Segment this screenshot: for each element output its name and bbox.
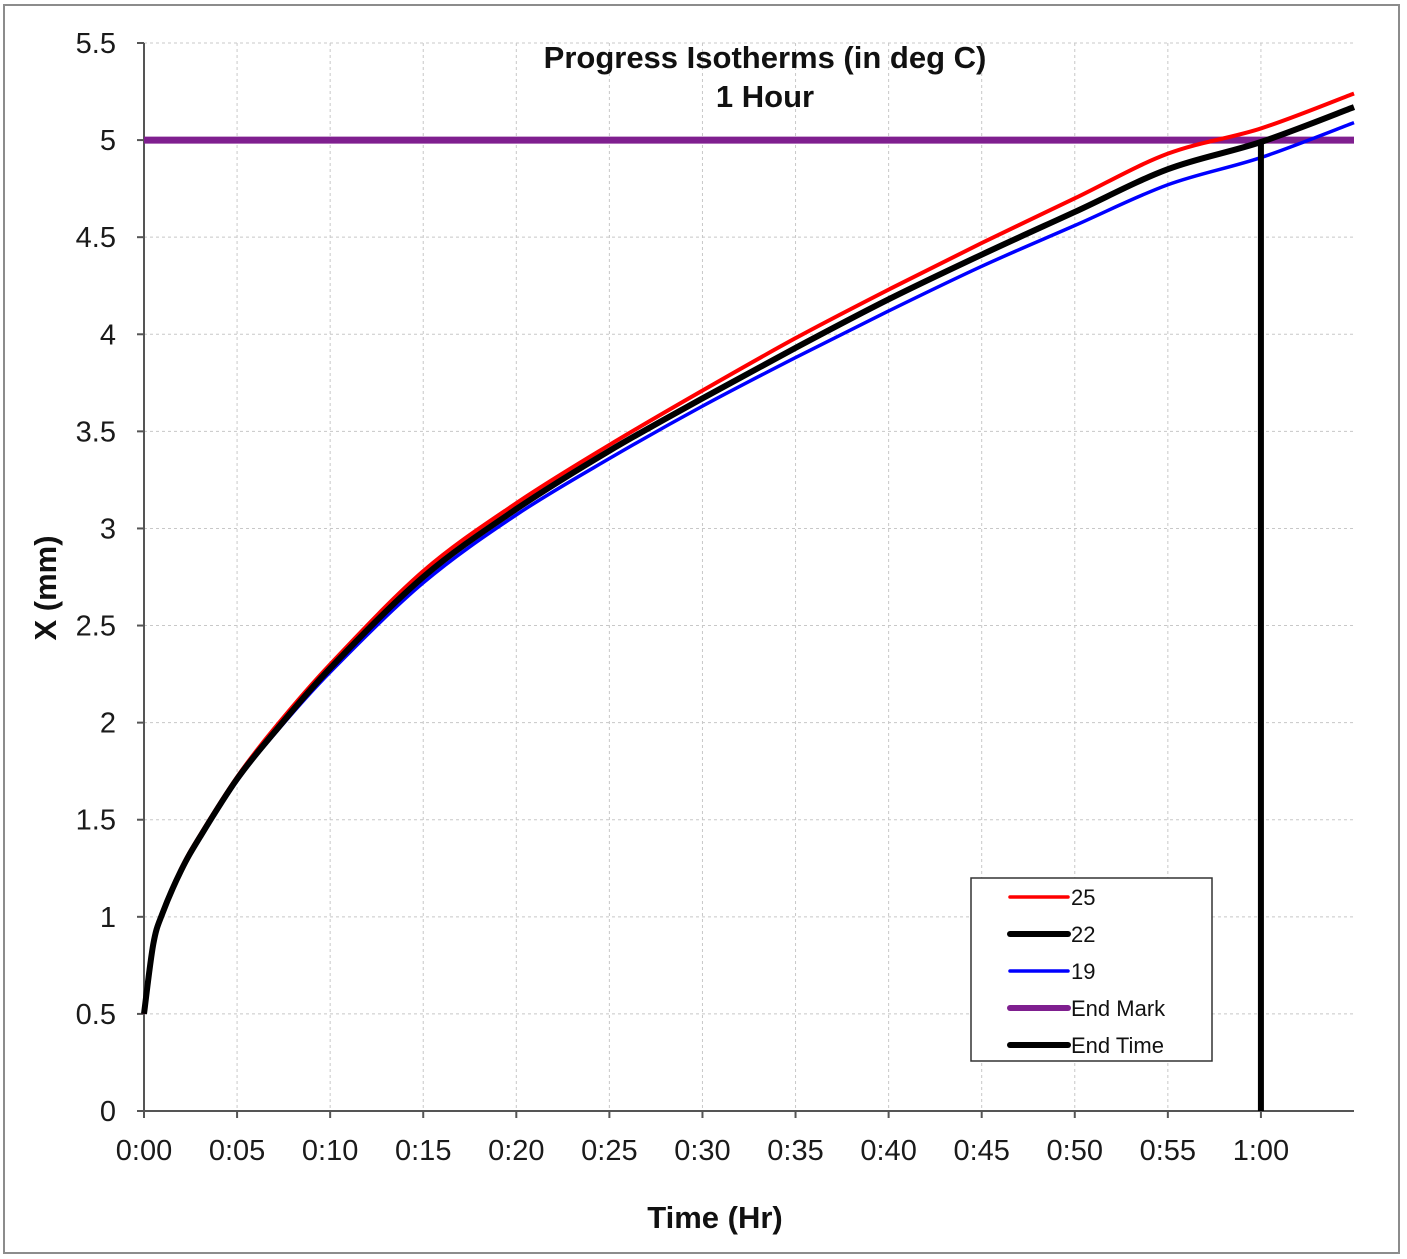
y-axis-title: X (mm) bbox=[28, 535, 63, 640]
x-tick-label: 0:50 bbox=[1047, 1135, 1103, 1167]
legend-label: End Time bbox=[1071, 1033, 1164, 1058]
legend: 25 22 19 End Mark End Time bbox=[970, 877, 1213, 1062]
y-tick-label: 2.5 bbox=[76, 611, 116, 643]
chart-subtitle: 1 Hour bbox=[716, 79, 814, 114]
y-tick-label: 4 bbox=[100, 319, 116, 351]
y-tick-label: 0.5 bbox=[76, 999, 116, 1031]
x-tick-label: 0:05 bbox=[209, 1135, 265, 1167]
y-tick-label: 5 bbox=[100, 125, 116, 157]
series-line-22 bbox=[141, 104, 1356, 1015]
legend-label: 19 bbox=[1071, 959, 1095, 984]
series-line-25 bbox=[142, 91, 1355, 1015]
x-tick-label: 0:30 bbox=[674, 1135, 730, 1167]
legend-label: 25 bbox=[1071, 885, 1095, 910]
y-tick-label: 1.5 bbox=[76, 805, 116, 837]
x-tick-label: 0:40 bbox=[860, 1135, 916, 1167]
x-tick-label: 0:15 bbox=[395, 1135, 451, 1167]
tick-labels: 0:00 0:05 0:10 0:15 0:20 0:25 0:30 0:35 0:40 0:45… bbox=[76, 28, 1289, 1167]
x-axis-title: Time (Hr) bbox=[647, 1200, 783, 1235]
y-tick-label: 5.5 bbox=[76, 28, 116, 60]
x-tick-label: 0:55 bbox=[1140, 1135, 1196, 1167]
y-tick-label: 1 bbox=[100, 902, 116, 934]
y-tick-label: 2 bbox=[100, 708, 116, 740]
x-tick-label: 0:25 bbox=[581, 1135, 637, 1167]
y-tick-label: 3.5 bbox=[76, 416, 116, 448]
x-tick-label: 0:35 bbox=[767, 1135, 823, 1167]
x-tick-label: 0:20 bbox=[488, 1135, 544, 1167]
y-tick-label: 3 bbox=[100, 513, 116, 545]
series-lines bbox=[141, 91, 1356, 1111]
chart-title: Progress Isotherms (in deg C) bbox=[544, 40, 987, 75]
y-tick-label: 0 bbox=[100, 1096, 116, 1128]
x-tick-label: 0:00 bbox=[116, 1135, 172, 1167]
x-tick-label: 0:45 bbox=[953, 1135, 1009, 1167]
axes bbox=[137, 42, 1354, 1118]
y-tick-label: 4.5 bbox=[76, 222, 116, 254]
legend-label: 22 bbox=[1071, 922, 1095, 947]
x-tick-label: 1:00 bbox=[1233, 1135, 1289, 1167]
x-tick-label: 0:10 bbox=[302, 1135, 358, 1167]
legend-label: End Mark bbox=[1071, 996, 1166, 1021]
